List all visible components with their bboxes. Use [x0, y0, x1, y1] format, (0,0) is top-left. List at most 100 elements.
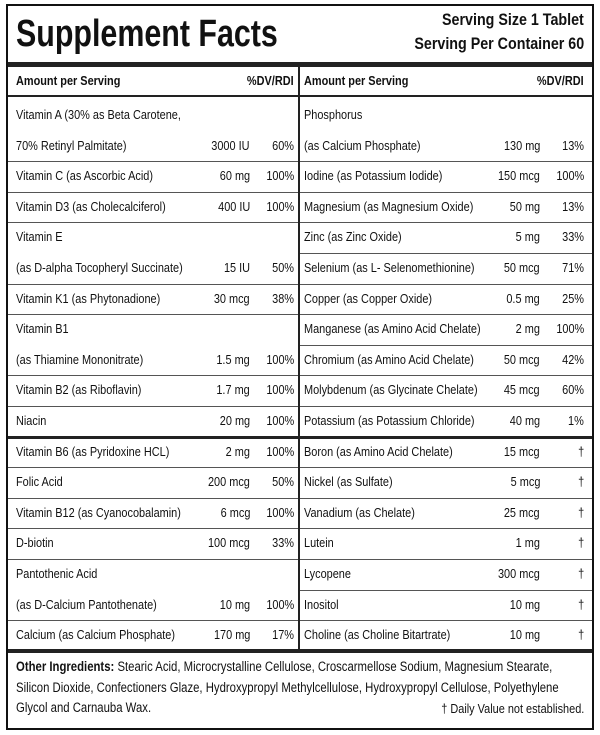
nutrient-name: Vanadium (as Chelate) — [304, 504, 415, 520]
nutrient-name: Iodine (as Potassium Iodide) — [304, 168, 443, 184]
footnote: † Daily Value not established. — [440, 701, 584, 716]
amount: 1.5 mg — [216, 351, 250, 367]
nutrient-name: Vitamin C (as Ascorbic Acid) — [16, 168, 153, 184]
daily-value: 42% — [562, 351, 584, 367]
header-dv: %DV/RDI — [247, 73, 294, 88]
row-separator — [8, 620, 298, 622]
daily-value: 50% — [272, 474, 294, 490]
nutrient-name: Manganese (as Amino Acid Chelate) — [304, 321, 481, 337]
row-separator — [8, 283, 298, 285]
row-separator — [8, 191, 298, 193]
row-separator — [300, 589, 592, 591]
daily-value: † — [577, 443, 584, 459]
daily-value: † — [577, 596, 584, 612]
row-separator — [8, 375, 298, 377]
nutrient-name: Vitamin B2 (as Riboflavin) — [16, 382, 142, 398]
daily-value: 100% — [556, 168, 584, 184]
row-separator — [300, 253, 592, 254]
other-ingredients-text: Stearic Acid, Microcrystalline Cellulose… — [16, 659, 559, 715]
nutrient-name: (as D-alpha Tocopheryl Succinate) — [16, 260, 183, 275]
nutrient-name: Niacin — [16, 413, 47, 428]
amount: 150 mcg — [498, 168, 540, 184]
nutrient-name: Magnesium (as Magnesium Oxide) — [304, 198, 474, 214]
title: Supplement Facts — [16, 13, 278, 55]
amount: 2 mg — [515, 321, 540, 337]
amount: 20 mg — [219, 413, 250, 428]
row-separator — [300, 559, 592, 560]
serving-size: Serving Size 1 Tablet — [442, 10, 584, 29]
amount: 3000 IU — [211, 137, 250, 153]
amount: 50 mg — [509, 198, 540, 214]
nutrient-name: Calcium (as Calcium Phosphate) — [16, 627, 176, 643]
nutrient-name: Vitamin E — [16, 229, 63, 245]
daily-value: 33% — [562, 229, 584, 245]
servings-per-container: Serving Per Container 60 — [414, 34, 584, 53]
row-separator — [300, 314, 592, 316]
nutrient-name: (as D-Calcium Pantothenate) — [16, 596, 157, 612]
daily-value: 13% — [562, 137, 584, 153]
nutrient-name: Choline (as Choline Bitartrate) — [304, 627, 451, 643]
row-separator — [300, 375, 592, 377]
column-divider — [298, 67, 300, 649]
amount: 2 mg — [225, 443, 250, 459]
row-separator — [8, 559, 298, 560]
amount: 15 IU — [223, 260, 250, 275]
row-separator — [8, 406, 298, 407]
daily-value: † — [577, 535, 584, 551]
daily-value: 100% — [556, 321, 584, 337]
header-amount: Amount per Serving — [16, 73, 121, 88]
amount: 5 mcg — [510, 474, 540, 490]
row-separator — [8, 528, 298, 530]
row-separator — [300, 620, 592, 622]
supplement-facts-label: Supplement Facts Serving Size 1 Tablet S… — [6, 4, 594, 730]
daily-value: † — [577, 474, 584, 490]
row-separator — [300, 406, 592, 407]
nutrient-name: Folic Acid — [16, 474, 63, 490]
amount: 170 mg — [213, 627, 250, 643]
nutrient-name: Pantothenic Acid — [16, 566, 98, 581]
row-separator — [8, 161, 298, 163]
amount: 1.7 mg — [216, 382, 250, 398]
row-separator — [8, 222, 298, 224]
amount: 10 mg — [509, 627, 540, 643]
daily-value: 100% — [266, 596, 294, 612]
daily-value: 100% — [266, 168, 294, 184]
amount: 5 mg — [515, 229, 540, 245]
daily-value: 38% — [272, 290, 294, 306]
footer-rule — [8, 649, 592, 653]
daily-value: 100% — [266, 351, 294, 367]
nutrient-name: Lutein — [304, 535, 334, 551]
header-dv: %DV/RDI — [537, 73, 584, 88]
row-separator — [300, 222, 592, 224]
amount: 10 mg — [509, 596, 540, 612]
row-separator — [8, 497, 298, 499]
section-rule — [8, 435, 298, 439]
daily-value: † — [577, 504, 584, 520]
nutrient-name: Vitamin B1 — [16, 321, 69, 337]
section-rule — [300, 435, 592, 439]
nutrient-name: Lycopene — [304, 566, 351, 581]
daily-value: 50% — [272, 260, 294, 275]
nutrient-name: Nickel (as Sulfate) — [304, 474, 393, 490]
nutrient-name: 70% Retinyl Palmitate) — [16, 137, 127, 153]
amount: 300 mcg — [498, 566, 540, 581]
row-separator — [300, 344, 592, 346]
nutrient-name: Selenium (as L- Selenomethionine) — [304, 260, 475, 275]
header-rule — [8, 95, 298, 97]
row-separator — [300, 283, 592, 285]
nutrient-name: D-biotin — [16, 535, 54, 551]
title-rule — [8, 62, 592, 67]
nutrient-name: Vitamin K1 (as Phytonadione) — [16, 290, 161, 306]
daily-value: 71% — [562, 260, 584, 275]
amount: 200 mcg — [208, 474, 250, 490]
amount: 15 mcg — [504, 443, 540, 459]
daily-value: 100% — [266, 198, 294, 214]
amount: 1 mg — [515, 535, 540, 551]
header-rule — [300, 95, 592, 97]
nutrient-name: (as Thiamine Mononitrate) — [16, 351, 144, 367]
nutrient-name: Vitamin A (30% as Beta Carotene, — [16, 107, 181, 122]
nutrient-name: Vitamin B6 (as Pyridoxine HCL) — [16, 443, 170, 459]
amount: 60 mg — [219, 168, 250, 184]
row-separator — [8, 314, 298, 316]
daily-value: 60% — [562, 382, 584, 398]
